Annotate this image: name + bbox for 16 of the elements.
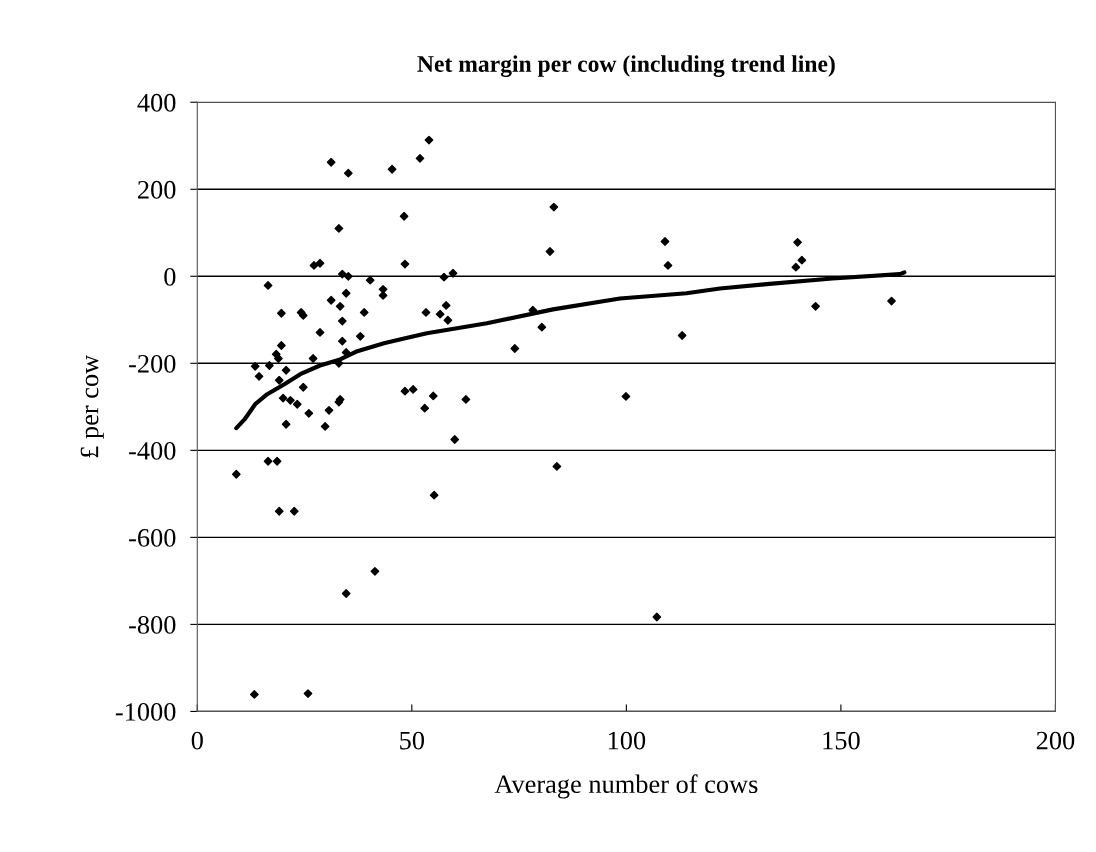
y-tick-label: 200 (138, 180, 176, 199)
y-axis-title: £ per cow (80, 354, 104, 458)
y-tick-label: -800 (129, 616, 176, 634)
y-tick-label: -200 (129, 354, 176, 373)
y-tick-label: 400 (137, 93, 176, 112)
x-tick-label: 50 (400, 731, 425, 750)
y-tick-label: -1000 (115, 703, 176, 721)
y-tick-label: 0 (164, 267, 176, 286)
x-tick-label: 200 (1036, 731, 1075, 750)
chart-title: Net margin per cow (including trend line) (417, 55, 835, 77)
x-tick-label: 150 (823, 731, 860, 750)
y-tick-label: -400 (129, 441, 176, 460)
x-tick-label: 100 (608, 731, 646, 750)
x-axis-title: Average number of cows (494, 774, 758, 799)
x-tick-label: 0 (191, 731, 203, 750)
y-tick-label: -600 (129, 528, 176, 547)
